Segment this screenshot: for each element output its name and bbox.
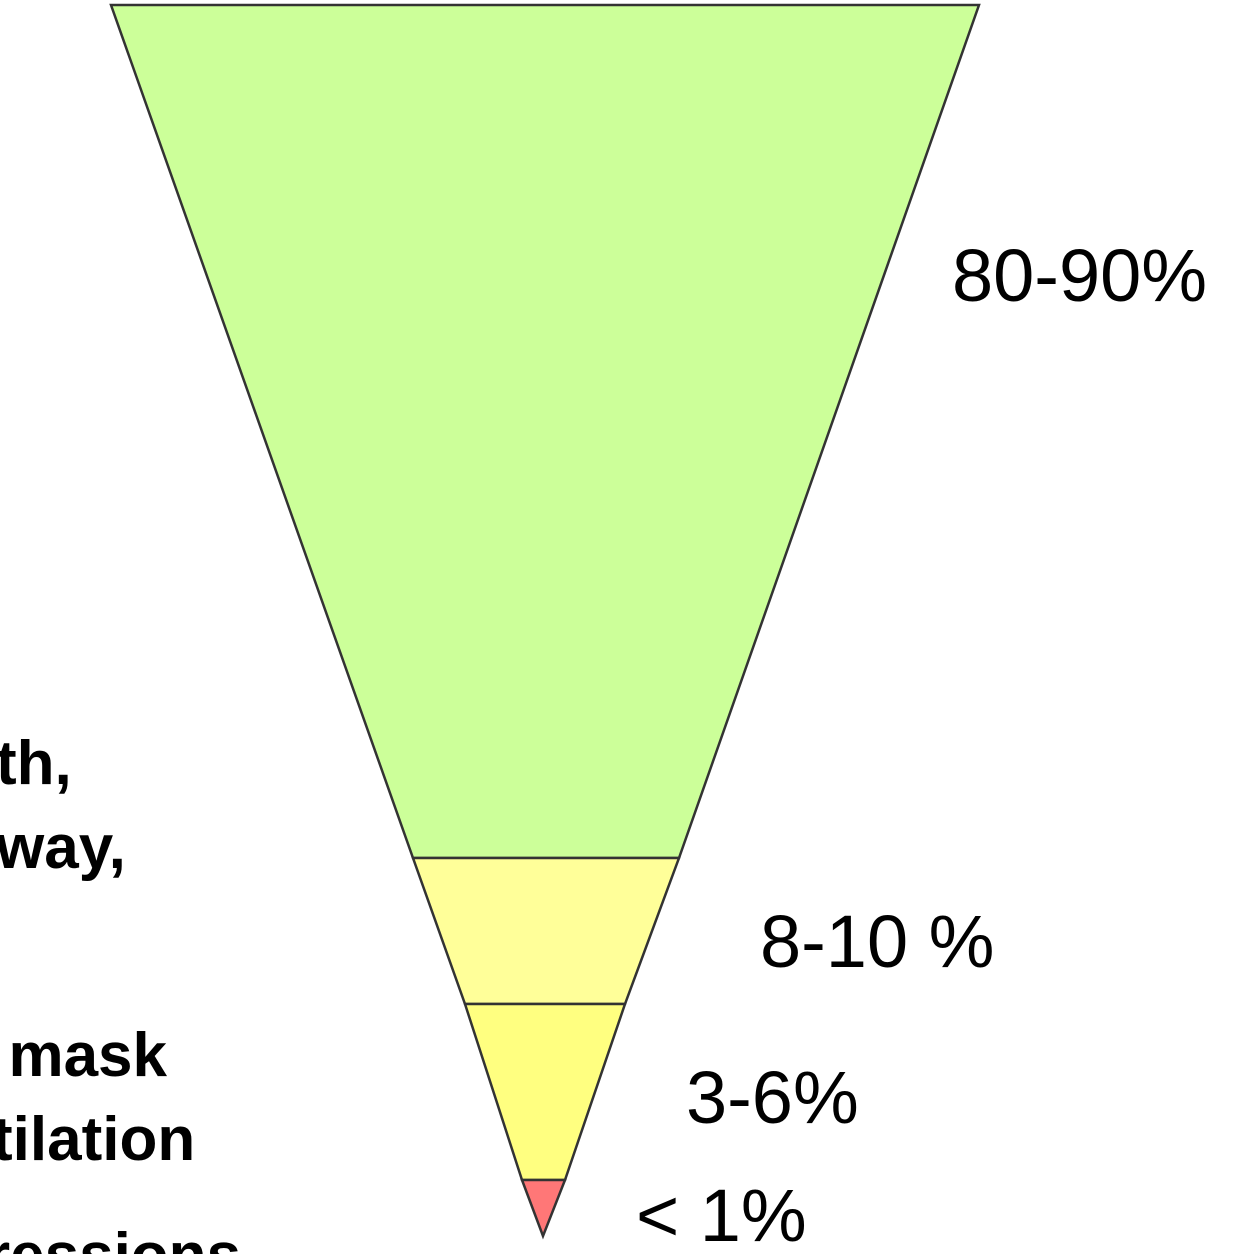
side-label-line-4: tilation [0,1105,195,1174]
side-label-line-3: l mask [0,1021,168,1090]
tier-band-2 [411,856,681,1006]
tier-3-percentage: 3-6% [686,1056,859,1139]
tier-1-percentage: 80-90% [952,234,1207,317]
side-label-line-5: ressions [0,1221,241,1254]
tier-2-percentage: 8-10 % [760,900,994,983]
tier-band-3 [463,1002,627,1182]
tier-band-4 [520,1178,567,1240]
tier-4-percentage: < 1% [636,1174,807,1254]
side-label-line-2: way, [0,813,126,882]
tier-band-1 [109,3,981,860]
side-label-line-1: th, [0,729,72,798]
